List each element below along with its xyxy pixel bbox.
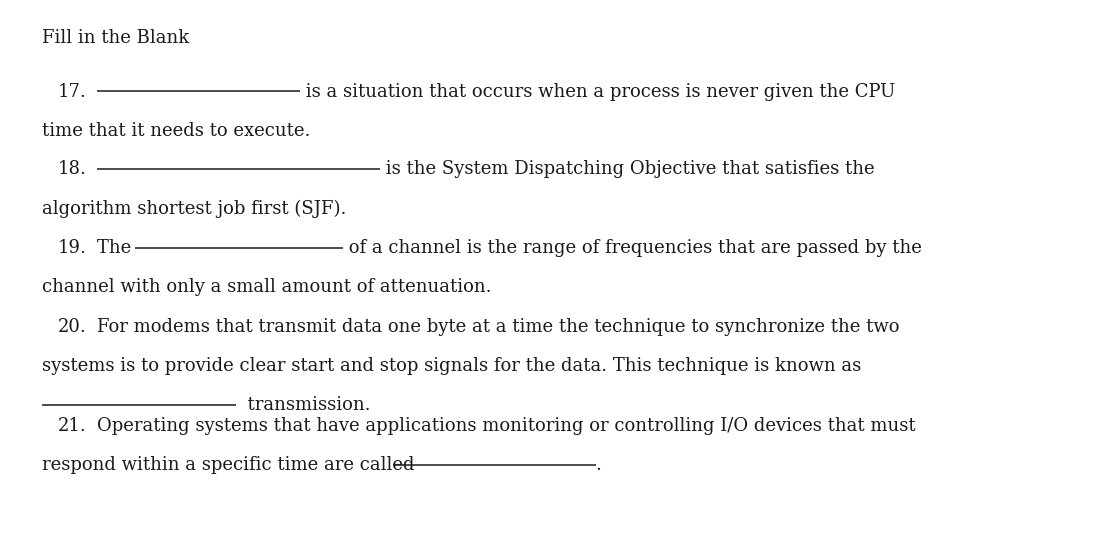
Text: The: The [97,239,137,257]
Text: channel with only a small amount of attenuation.: channel with only a small amount of atte… [42,278,492,296]
Text: For modems that transmit data one byte at a time the technique to synchronize th: For modems that transmit data one byte a… [97,318,900,337]
Text: 20.: 20. [58,318,86,337]
Text: systems is to provide clear start and stop signals for the data. This technique : systems is to provide clear start and st… [42,357,861,376]
Text: transmission.: transmission. [236,396,370,415]
Text: of a channel is the range of frequencies that are passed by the: of a channel is the range of frequencies… [343,239,922,257]
Text: 18.: 18. [58,160,86,179]
Text: .: . [596,456,601,475]
Text: is the System Dispatching Objective that satisfies the: is the System Dispatching Objective that… [380,160,875,179]
Text: is a situation that occurs when a process is never given the CPU: is a situation that occurs when a proces… [300,83,896,101]
Text: 17.: 17. [58,83,86,101]
Text: algorithm shortest job first (SJF).: algorithm shortest job first (SJF). [42,200,346,218]
Text: Operating systems that have applications monitoring or controlling I/O devices t: Operating systems that have applications… [97,417,915,435]
Text: respond within a specific time are called: respond within a specific time are calle… [42,456,421,475]
Text: 21.: 21. [58,417,86,435]
Text: 19.: 19. [58,239,86,257]
Text: Fill in the Blank: Fill in the Blank [42,29,189,48]
Text: time that it needs to execute.: time that it needs to execute. [42,122,310,140]
